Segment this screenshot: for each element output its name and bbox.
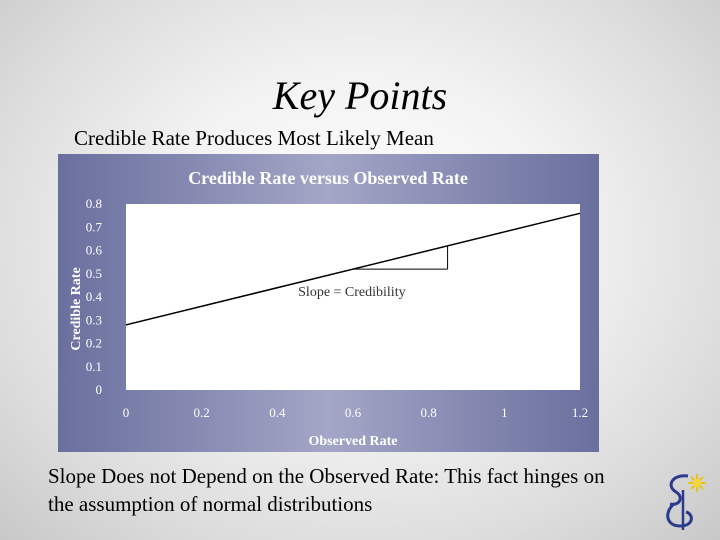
- y-tick-label: 0.6: [86, 243, 103, 258]
- x-tick-label: 0.2: [194, 405, 210, 420]
- y-tick-label: 0.1: [86, 359, 102, 374]
- x-axis-label: Observed Rate: [308, 434, 397, 449]
- slope-annotation: Slope = Credibility: [298, 285, 405, 300]
- y-tick-label: 0.7: [86, 219, 103, 234]
- x-tick-label: 0.6: [345, 405, 362, 420]
- chart-panel: Credible Rate versus Observed Rate 0 0.1 0…: [58, 154, 599, 452]
- y-tick-label: 0.3: [86, 312, 102, 327]
- y-tick-label: 0.8: [86, 196, 102, 211]
- x-tick-label: 0.4: [269, 405, 286, 420]
- slide-title: Key Points: [272, 73, 448, 118]
- x-tick-label: 1.2: [572, 405, 588, 420]
- chart-svg: Credible Rate versus Observed Rate 0 0.1 0…: [69, 168, 588, 449]
- x-tick-label: 0.8: [421, 405, 437, 420]
- slide-footer: Slope Does not Depend on the Observed Ra…: [48, 464, 605, 516]
- plot-area: [126, 204, 580, 390]
- x-tick-label: 1: [501, 405, 508, 420]
- y-tick-label: 0.2: [86, 336, 102, 351]
- y-tick-label: 0: [96, 382, 103, 397]
- company-logo: [666, 474, 706, 530]
- y-axis-label: Credible Rate: [69, 267, 84, 350]
- x-tick-label: 0: [123, 405, 130, 420]
- y-tick-label: 0.5: [86, 266, 102, 281]
- chart-title: Credible Rate versus Observed Rate: [188, 168, 468, 188]
- y-tick-label: 0.4: [86, 289, 103, 304]
- slide-subtitle: Credible Rate Produces Most Likely Mean: [74, 126, 434, 150]
